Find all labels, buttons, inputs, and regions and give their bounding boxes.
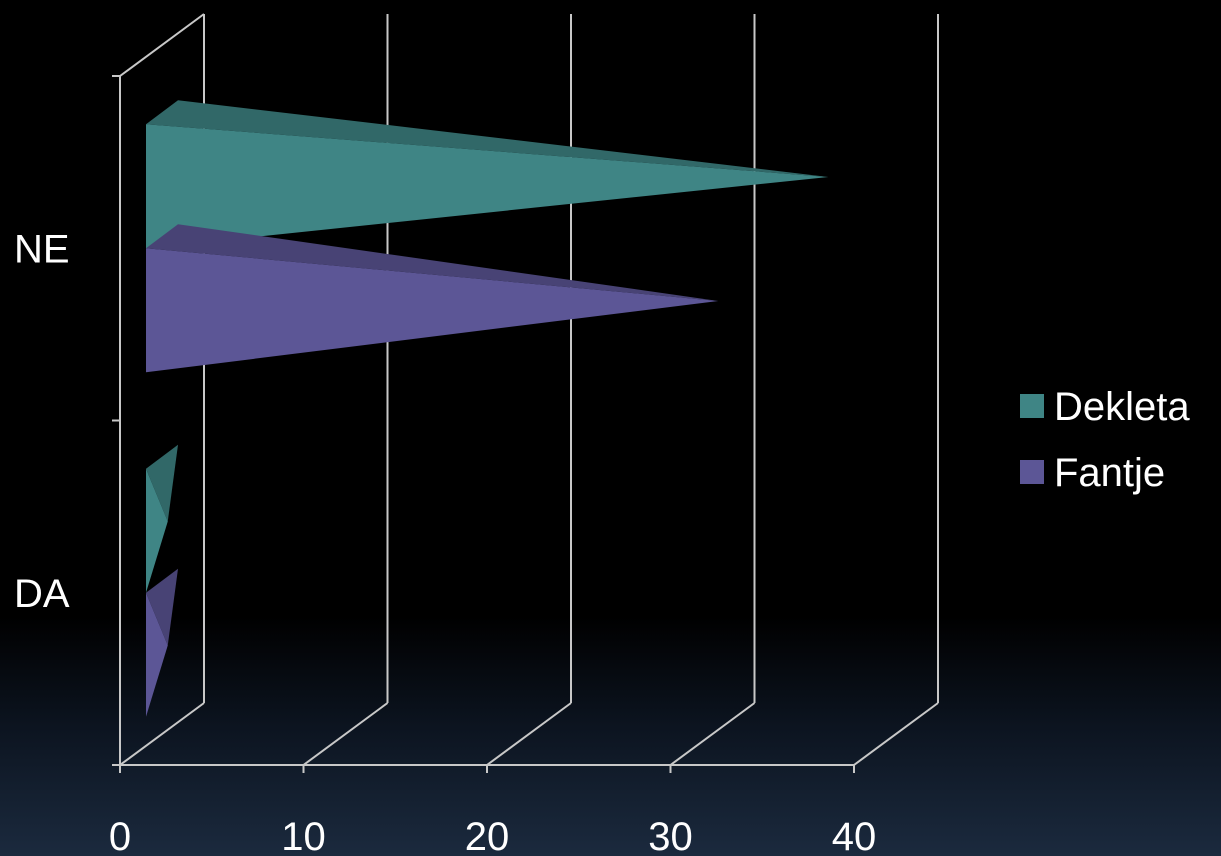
legend-label: Dekleta [1054, 385, 1190, 429]
bar-fantje-ne [146, 224, 719, 373]
category-label: NE [14, 227, 70, 271]
x-tick-label: 0 [109, 815, 131, 856]
bar-dekleta-ne [146, 100, 829, 249]
x-tick-label: 40 [832, 815, 877, 856]
x-tick-label: 20 [465, 815, 510, 856]
legend-swatch [1020, 394, 1044, 418]
x-axis-tick-labels: 0 10 20 30 40 [109, 815, 876, 856]
bars [146, 100, 829, 717]
legend-item-dekleta: Dekleta [1020, 385, 1190, 429]
category-label: DA [14, 572, 70, 616]
y-axis-category-labels: NE DA [14, 227, 70, 616]
bar-dekleta-da [146, 444, 178, 593]
x-tick-label: 10 [281, 815, 326, 856]
legend-label: Fantje [1054, 451, 1165, 495]
legend: Dekleta Fantje [1020, 385, 1190, 495]
x-tick-label: 30 [648, 815, 693, 856]
bar-fantje-da [146, 568, 178, 717]
legend-item-fantje: Fantje [1020, 451, 1165, 495]
legend-swatch [1020, 460, 1044, 484]
